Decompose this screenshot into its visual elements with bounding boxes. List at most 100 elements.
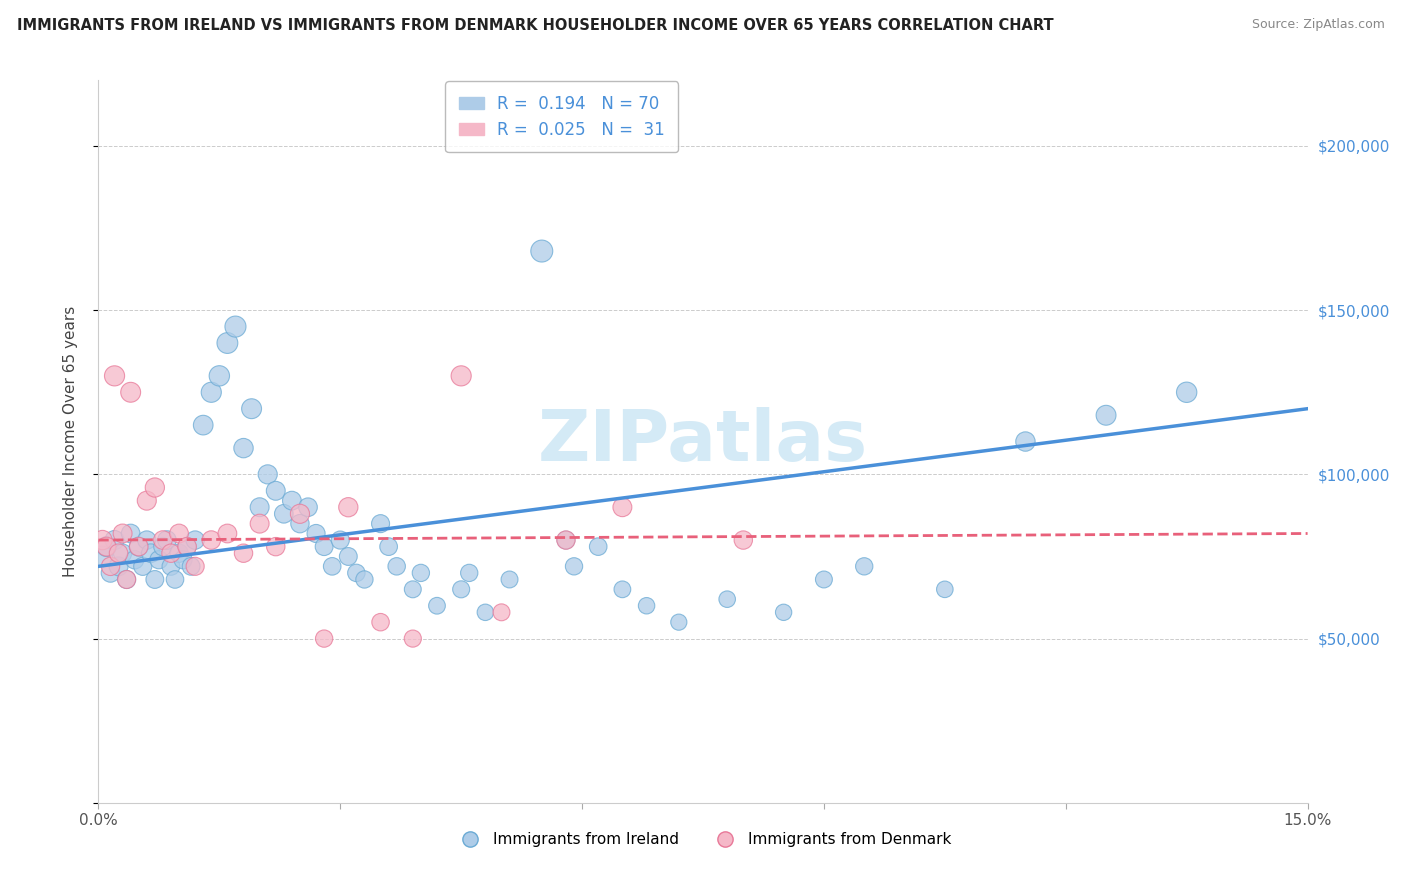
Point <box>91 533 114 547</box>
Point <box>562 559 585 574</box>
Point <box>402 582 425 597</box>
Point <box>370 516 392 531</box>
Point <box>143 573 166 587</box>
Point <box>200 385 222 400</box>
Point <box>115 573 138 587</box>
Point <box>100 559 122 574</box>
Point <box>124 553 146 567</box>
Point <box>128 540 150 554</box>
Point <box>184 533 207 547</box>
Point <box>120 526 142 541</box>
Point <box>156 533 179 547</box>
Point <box>314 632 336 646</box>
Point <box>450 368 472 383</box>
Point <box>474 605 496 619</box>
Point <box>184 559 207 574</box>
Point <box>111 546 134 560</box>
Point <box>668 615 690 630</box>
Point <box>167 526 190 541</box>
Text: ZIPatlas: ZIPatlas <box>538 407 868 476</box>
Point <box>176 540 198 554</box>
Point <box>612 500 634 515</box>
Point <box>176 540 198 554</box>
Point <box>96 540 118 554</box>
Point <box>152 533 174 547</box>
Point <box>167 546 190 560</box>
Point <box>1175 385 1198 400</box>
Point <box>288 507 311 521</box>
Point <box>337 549 360 564</box>
Point <box>160 546 183 560</box>
Text: IMMIGRANTS FROM IRELAND VS IMMIGRANTS FROM DENMARK HOUSEHOLDER INCOME OVER 65 YE: IMMIGRANTS FROM IRELAND VS IMMIGRANTS FR… <box>17 18 1053 33</box>
Point <box>498 573 520 587</box>
Point <box>180 559 202 574</box>
Point <box>555 533 578 547</box>
Point <box>321 559 343 574</box>
Point <box>139 546 162 560</box>
Point <box>103 533 125 547</box>
Point <box>148 553 170 567</box>
Point <box>555 533 578 547</box>
Point <box>314 540 336 554</box>
Point <box>377 540 399 554</box>
Point <box>135 493 157 508</box>
Point <box>612 582 634 597</box>
Point <box>152 540 174 554</box>
Point <box>193 418 215 433</box>
Point <box>288 516 311 531</box>
Point <box>163 573 186 587</box>
Point <box>96 540 118 554</box>
Point <box>103 368 125 383</box>
Point <box>172 553 194 567</box>
Point <box>264 540 287 554</box>
Point <box>1095 409 1118 423</box>
Point <box>160 559 183 574</box>
Point <box>370 615 392 630</box>
Point <box>240 401 263 416</box>
Point <box>337 500 360 515</box>
Legend: Immigrants from Ireland, Immigrants from Denmark: Immigrants from Ireland, Immigrants from… <box>449 826 957 853</box>
Point <box>426 599 449 613</box>
Point <box>1014 434 1036 449</box>
Point <box>132 559 155 574</box>
Point <box>636 599 658 613</box>
Point <box>128 540 150 554</box>
Point <box>344 566 367 580</box>
Point <box>232 546 254 560</box>
Point <box>297 500 319 515</box>
Point <box>91 549 114 564</box>
Y-axis label: Householder Income Over 65 years: Householder Income Over 65 years <box>63 306 77 577</box>
Point <box>934 582 956 597</box>
Point <box>200 533 222 547</box>
Point <box>107 546 129 560</box>
Point <box>217 526 239 541</box>
Point <box>249 500 271 515</box>
Point <box>281 493 304 508</box>
Point <box>853 559 876 574</box>
Point <box>409 566 432 580</box>
Point <box>716 592 738 607</box>
Point <box>249 516 271 531</box>
Point <box>329 533 352 547</box>
Point <box>733 533 755 547</box>
Point <box>111 526 134 541</box>
Point <box>402 632 425 646</box>
Point <box>772 605 794 619</box>
Point <box>813 573 835 587</box>
Point <box>273 507 295 521</box>
Point <box>224 319 246 334</box>
Point <box>135 533 157 547</box>
Point <box>305 526 328 541</box>
Point <box>256 467 278 482</box>
Point <box>208 368 231 383</box>
Point <box>264 483 287 498</box>
Point <box>385 559 408 574</box>
Point <box>120 385 142 400</box>
Point <box>530 244 553 258</box>
Text: Source: ZipAtlas.com: Source: ZipAtlas.com <box>1251 18 1385 31</box>
Point <box>115 573 138 587</box>
Point <box>586 540 609 554</box>
Point <box>491 605 513 619</box>
Point <box>143 481 166 495</box>
Point <box>450 582 472 597</box>
